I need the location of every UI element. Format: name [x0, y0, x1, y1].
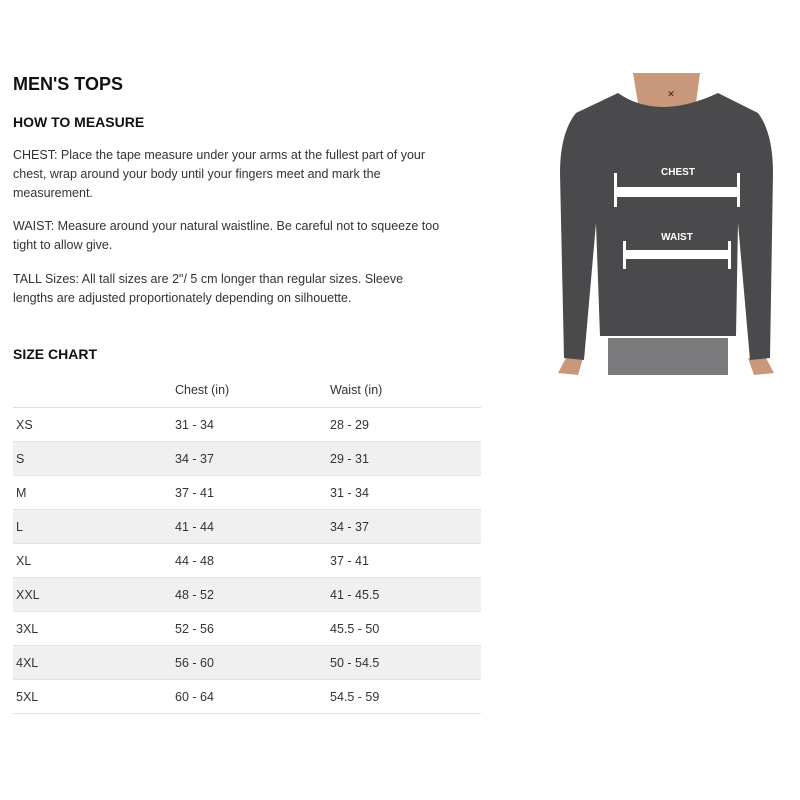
size-cell: XXL [13, 577, 175, 612]
page-title: MEN'S TOPS [13, 74, 123, 94]
table-row: S 34 - 37 29 - 31 [13, 441, 481, 476]
size-cell: M [13, 475, 175, 510]
waist-cell: 41 - 45.5 [330, 577, 481, 612]
size-cell: XS [13, 407, 175, 442]
size-cell: 4XL [13, 645, 175, 680]
waist-cell: 31 - 34 [330, 475, 481, 510]
column-header-chest: Chest (in) [175, 372, 330, 408]
table-row: 3XL 52 - 56 45.5 - 50 [13, 611, 481, 646]
chest-cell: 44 - 48 [175, 543, 330, 578]
table-row: L 41 - 44 34 - 37 [13, 509, 481, 544]
shirt-measurement-image: ✕ CHEST WAIST [558, 73, 774, 375]
chest-instructions: CHEST: Place the tape measure under your… [13, 148, 426, 200]
logo: ✕ [667, 89, 675, 99]
waist-cell: 34 - 37 [330, 509, 481, 544]
table-row: M 37 - 41 31 - 34 [13, 475, 481, 510]
chest-cell: 31 - 34 [175, 407, 330, 442]
table-header: Chest (in) Waist (in) [13, 372, 481, 408]
size-cell: S [13, 441, 175, 476]
waist-cell: 28 - 29 [330, 407, 481, 442]
chest-cell: 34 - 37 [175, 441, 330, 476]
size-cell: XL [13, 543, 175, 578]
chest-cell: 52 - 56 [175, 611, 330, 646]
waist-cell: 45.5 - 50 [330, 611, 481, 646]
size-chart-heading: SIZE CHART [13, 346, 97, 362]
waist-cell: 54.5 - 59 [330, 679, 481, 714]
chest-cell: 56 - 60 [175, 645, 330, 680]
table-row: XL 44 - 48 37 - 41 [13, 543, 481, 578]
column-header-waist: Waist (in) [330, 372, 481, 408]
size-chart-table: Chest (in) Waist (in) XS 31 - 34 28 - 29 S 3… [13, 372, 481, 714]
table-row: XXL 48 - 52 41 - 45.5 [13, 577, 481, 612]
chest-cell: 37 - 41 [175, 475, 330, 510]
chest-label: CHEST [661, 167, 695, 178]
table-row: 4XL 56 - 60 50 - 54.5 [13, 645, 481, 680]
waist-cell: 50 - 54.5 [330, 645, 481, 680]
waist-cell: 29 - 31 [330, 441, 481, 476]
table-row: 5XL 60 - 64 54.5 - 59 [13, 679, 481, 714]
chest-cell: 41 - 44 [175, 509, 330, 544]
size-cell: 3XL [13, 611, 175, 646]
column-header-size [13, 372, 175, 408]
tall-instructions: TALL Sizes: All tall sizes are 2"/ 5 cm … [13, 272, 404, 305]
table-row: XS 31 - 34 28 - 29 [13, 407, 481, 442]
chest-cell: 60 - 64 [175, 679, 330, 714]
how-to-measure-heading: HOW TO MEASURE [13, 114, 145, 130]
waist-instructions: WAIST: Measure around your natural waist… [13, 219, 440, 252]
size-cell: L [13, 509, 175, 544]
size-cell: 5XL [13, 679, 175, 714]
waist-cell: 37 - 41 [330, 543, 481, 578]
chest-cell: 48 - 52 [175, 577, 330, 612]
waist-label: WAIST [661, 232, 693, 243]
